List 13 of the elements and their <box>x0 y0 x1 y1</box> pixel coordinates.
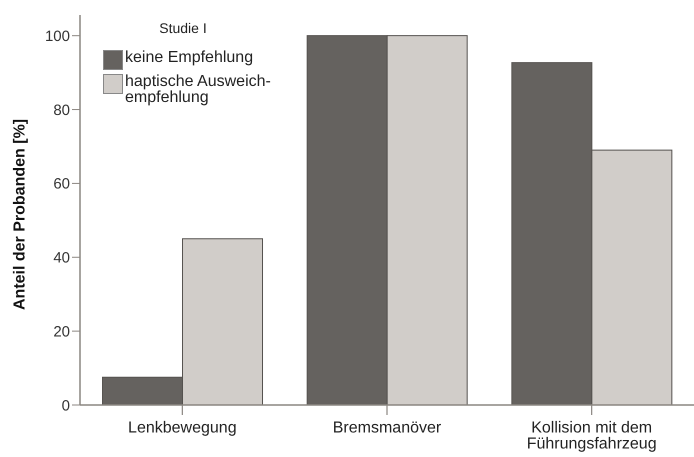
y-tick-label: 80 <box>53 102 70 119</box>
y-tick-label: 0 <box>62 397 70 414</box>
y-tick-label: 60 <box>53 176 70 193</box>
y-axis-title: Anteil der Probanden [%] <box>12 118 29 310</box>
x-tick-label: Lenkbewegung <box>128 419 237 436</box>
legend-title: Studie I <box>158 20 208 36</box>
y-tick-label: 100 <box>44 28 70 46</box>
y-tick-label: 40 <box>53 250 70 267</box>
legend-label: haptische Ausweich-empfehlung <box>125 73 272 106</box>
y-tick-label: 20 <box>53 323 70 340</box>
x-tick-label: Bremsmanöver <box>332 419 442 436</box>
x-tick-label: Kollision mit dem Führungsfahrzeug <box>526 419 657 452</box>
legend-label: keine Empfehlung <box>125 49 254 66</box>
